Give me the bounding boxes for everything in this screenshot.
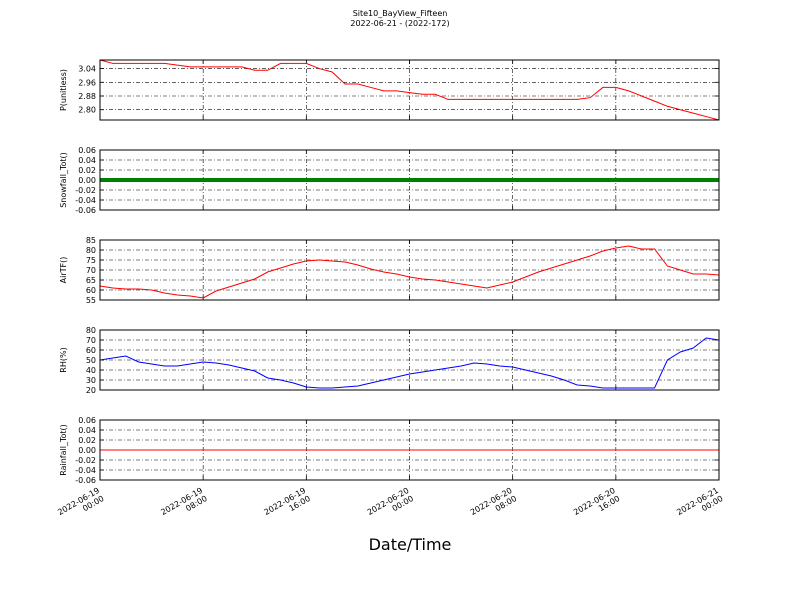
y-axis-label: P(unitless) bbox=[59, 69, 68, 111]
x-tick-label: 2022-06-2016:00 bbox=[572, 486, 621, 525]
y-tick-label: 0.02 bbox=[78, 436, 96, 445]
y-tick-label: 70 bbox=[86, 266, 96, 275]
y-tick-label: 20 bbox=[86, 386, 96, 395]
y-tick-label: 30 bbox=[86, 376, 96, 385]
plot-frame bbox=[99, 329, 720, 391]
y-tick-label: -0.02 bbox=[75, 186, 96, 195]
y-tick-label: 60 bbox=[86, 286, 96, 295]
y-tick-label: 0.04 bbox=[78, 426, 96, 435]
y-tick-label: 80 bbox=[86, 326, 96, 335]
y-tick-label: 0.06 bbox=[78, 146, 96, 155]
y-tick-label: 0.02 bbox=[78, 166, 96, 175]
y-tick-label: -0.06 bbox=[75, 206, 96, 215]
plot-frame bbox=[99, 149, 720, 211]
y-tick-label: 0.04 bbox=[78, 156, 96, 165]
y-tick-label: -0.02 bbox=[75, 456, 96, 465]
y-tick-label: 70 bbox=[86, 336, 96, 345]
y-tick-label: 0.06 bbox=[78, 416, 96, 425]
y-tick-label: 40 bbox=[86, 366, 96, 375]
y-tick-label: 60 bbox=[86, 346, 96, 355]
y-axis-label: AirTF() bbox=[59, 257, 68, 284]
y-tick-label: 80 bbox=[86, 246, 96, 255]
y-axis-label: Rainfall_Tot() bbox=[59, 424, 68, 476]
y-tick-label: 2.88 bbox=[78, 92, 96, 101]
plot-frame bbox=[99, 59, 720, 121]
y-axis-label: Snowfall_Tot() bbox=[59, 152, 68, 208]
x-tick-label: 2022-06-2008:00 bbox=[469, 486, 518, 525]
y-tick-label: 85 bbox=[86, 236, 96, 245]
x-tick-label: 2022-06-1908:00 bbox=[159, 486, 208, 525]
y-tick-label: 3.04 bbox=[78, 65, 96, 74]
y-tick-label: 2.80 bbox=[78, 106, 96, 115]
y-tick-label: -0.06 bbox=[75, 476, 96, 485]
y-tick-label: -0.04 bbox=[75, 196, 96, 205]
x-tick-label: 2022-06-2000:00 bbox=[366, 486, 415, 525]
data-line bbox=[99, 59, 720, 121]
y-tick-label: 75 bbox=[86, 256, 96, 265]
x-tick-label: 2022-06-1916:00 bbox=[263, 486, 312, 525]
y-tick-label: -0.04 bbox=[75, 466, 96, 475]
chart-title: Site10_BayView_Fifteen bbox=[353, 9, 448, 18]
data-line bbox=[99, 337, 720, 389]
y-axis-label: RH(%) bbox=[59, 347, 68, 372]
x-axis-label: Date/Time bbox=[369, 535, 452, 554]
data-line bbox=[99, 245, 720, 299]
x-tick-label: 2022-06-1900:00 bbox=[56, 486, 105, 525]
plot-frame bbox=[99, 239, 720, 301]
y-tick-label: 55 bbox=[86, 296, 96, 305]
y-tick-label: 65 bbox=[86, 276, 96, 285]
y-tick-label: 50 bbox=[86, 356, 96, 365]
x-tick-label: 2022-06-2100:00 bbox=[675, 486, 724, 525]
chart-subtitle: 2022-06-21 - (2022-172) bbox=[350, 19, 449, 28]
y-tick-label: 0.00 bbox=[78, 176, 96, 185]
plot-frame bbox=[99, 419, 720, 481]
y-tick-label: 0.00 bbox=[78, 446, 96, 455]
y-tick-label: 2.96 bbox=[78, 78, 96, 87]
